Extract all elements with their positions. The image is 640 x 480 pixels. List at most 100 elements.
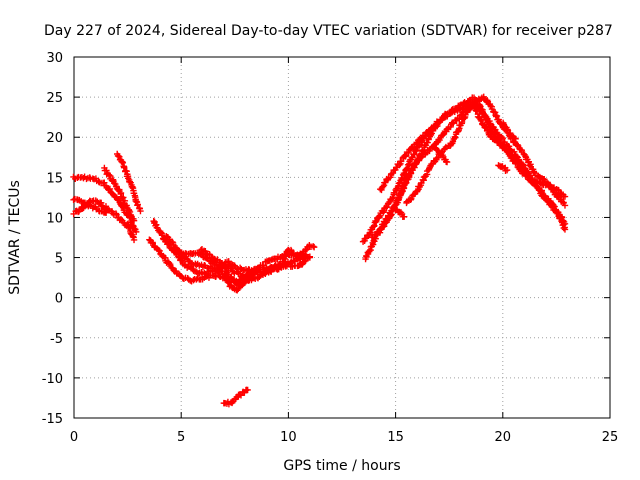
- data-point-marker: [120, 163, 128, 171]
- data-point-marker: [190, 267, 197, 274]
- data-point-marker: [506, 129, 514, 137]
- data-point-marker: [117, 216, 125, 223]
- data-point-marker: [302, 257, 309, 264]
- x-tick-label: 10: [280, 430, 297, 445]
- y-tick-label: 5: [55, 252, 63, 267]
- data-point-marker: [426, 127, 434, 135]
- y-tick-label: 30: [46, 51, 63, 66]
- data-points: [70, 93, 569, 408]
- axes: 0 5 10 15 20 25 -15 -10 -5 0 5 10 15 20 25 30: [42, 51, 619, 445]
- data-point-marker: [424, 139, 431, 146]
- data-point-marker: [503, 166, 511, 174]
- x-tick-label: 25: [602, 430, 619, 445]
- data-point-marker: [366, 248, 373, 255]
- y-tick-label: 10: [46, 211, 63, 226]
- data-point-marker: [544, 180, 552, 187]
- data-point-marker: [505, 143, 513, 150]
- data-point-marker: [306, 254, 314, 261]
- data-point-marker: [498, 133, 505, 141]
- data-point-marker: [443, 158, 451, 166]
- x-tick-label: 20: [495, 430, 512, 445]
- data-point-marker: [126, 178, 134, 185]
- data-point-marker: [400, 213, 408, 220]
- data-point-marker: [260, 262, 267, 269]
- data-point-marker: [408, 195, 415, 203]
- data-point-marker: [448, 109, 456, 116]
- data-point-marker: [425, 128, 432, 136]
- data-point-marker: [396, 161, 403, 169]
- data-point-marker: [439, 131, 447, 139]
- data-point-marker: [561, 202, 569, 209]
- data-point-marker: [254, 274, 262, 282]
- data-point-marker: [478, 105, 485, 113]
- data-point-marker: [105, 171, 113, 179]
- data-point-marker: [137, 207, 144, 215]
- data-point-marker: [512, 135, 519, 143]
- plot-frame: [73, 56, 611, 419]
- data-point-marker: [130, 236, 138, 244]
- data-point-marker: [466, 105, 473, 113]
- data-point-marker: [405, 170, 413, 178]
- data-point-marker: [548, 185, 555, 192]
- data-point-marker: [397, 157, 405, 165]
- data-point-marker: [481, 124, 488, 131]
- data-point-marker: [561, 226, 569, 233]
- data-point-marker: [395, 196, 402, 204]
- data-point-marker: [373, 218, 380, 226]
- data-point-marker: [487, 120, 494, 127]
- data-point-marker: [477, 116, 484, 123]
- data-point-marker: [380, 209, 387, 216]
- data-point-marker: [414, 187, 421, 194]
- y-tick-label: -5: [50, 332, 63, 347]
- data-point-marker: [538, 188, 546, 196]
- x-tick-label: 0: [70, 430, 78, 445]
- data-point-marker: [290, 257, 297, 264]
- x-tick-label: 5: [177, 430, 185, 445]
- data-point-marker: [561, 193, 569, 200]
- y-tick-label: 15: [46, 171, 63, 186]
- data-point-marker: [129, 233, 137, 240]
- data-point-marker: [201, 269, 208, 277]
- data-point-marker: [561, 220, 569, 228]
- data-point-marker: [300, 258, 308, 265]
- data-point-marker: [127, 211, 134, 219]
- data-point-marker: [376, 226, 384, 234]
- data-point-marker: [389, 195, 396, 202]
- data-point-marker: [558, 214, 566, 221]
- data-point-marker: [371, 234, 378, 241]
- data-point-marker: [130, 217, 138, 224]
- data-point-marker: [379, 183, 387, 190]
- data-point-marker: [405, 149, 412, 157]
- chart-title: Day 227 of 2024, Sidereal Day-to-day VTE…: [44, 23, 613, 39]
- data-point-marker: [132, 228, 140, 236]
- data-point-marker: [282, 252, 290, 260]
- data-point-marker: [555, 187, 562, 194]
- data-point-marker: [385, 200, 392, 207]
- y-tick-label: -10: [42, 372, 63, 387]
- data-point-marker: [106, 185, 114, 193]
- y-tick-label: 25: [46, 91, 63, 106]
- data-point-marker: [165, 259, 173, 267]
- data-point-marker: [526, 172, 534, 179]
- data-point-marker: [224, 279, 232, 286]
- data-point-marker: [421, 132, 429, 140]
- data-point-marker: [309, 243, 317, 250]
- y-axis-title: SDTVAR / TECUs: [7, 180, 23, 295]
- data-point-marker: [212, 257, 220, 265]
- data-point-marker: [447, 123, 454, 131]
- data-point-marker: [362, 235, 370, 242]
- data-point-marker: [550, 202, 557, 209]
- data-point-marker: [526, 162, 533, 169]
- data-point-marker: [134, 201, 141, 208]
- x-axis-title: GPS time / hours: [283, 458, 400, 474]
- y-tick-label: 20: [46, 131, 63, 146]
- data-point-marker: [158, 232, 166, 239]
- y-tick-label: -15: [42, 412, 63, 427]
- y-tick-label: 0: [55, 292, 63, 307]
- data-point-marker: [244, 386, 251, 394]
- data-point-marker: [551, 203, 558, 210]
- data-point-marker: [119, 159, 127, 167]
- grid-lines: [74, 57, 610, 418]
- data-point-marker: [156, 247, 163, 255]
